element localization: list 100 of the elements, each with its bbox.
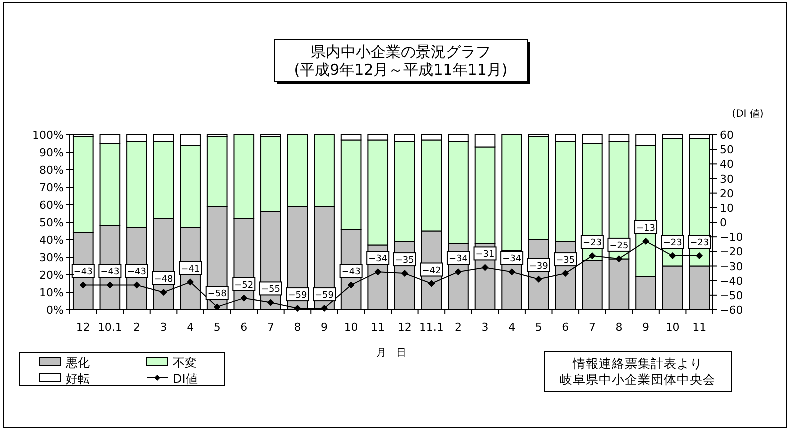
text: 岐阜県中小企業団体中央会 [560, 372, 716, 387]
legend-label: 悪化 [65, 356, 90, 370]
point [348, 282, 355, 289]
y2-tick-label: 10 [720, 202, 734, 215]
data-label: −43 [342, 268, 361, 278]
data-label: −41 [181, 264, 200, 275]
y2-tick-label: 40 [720, 158, 734, 172]
data-label: −34 [448, 254, 468, 265]
point [401, 270, 408, 278]
x-tick-label: 7 [267, 321, 274, 334]
data-label: −23 [582, 238, 602, 249]
x-tick-label: 10 [344, 321, 358, 334]
text: 情報連絡票集計表より [572, 356, 703, 371]
x-tick-label: 8 [294, 321, 302, 334]
x-tick-label: 2 [454, 321, 462, 334]
y2-tick-label: 50 [720, 144, 734, 157]
data-label: −48 [154, 275, 174, 285]
point [508, 268, 516, 276]
x-tick-label: 3 [482, 321, 489, 334]
x-tick-label: 8 [616, 321, 623, 334]
legend-label: 好転 [66, 372, 90, 386]
y2-tick-label: 30 [720, 172, 734, 186]
x-tick-label: 6 [240, 321, 248, 334]
data-label: −59 [315, 291, 334, 302]
x-tick-label: 4 [187, 321, 194, 334]
x-tick-label: 11 [371, 321, 386, 334]
point [133, 282, 140, 289]
point [669, 252, 676, 260]
legend-label: DI値 [173, 372, 198, 386]
point [482, 264, 489, 272]
y2-tick-label: 0 [720, 216, 727, 230]
legend-label: 不変 [173, 356, 197, 370]
y-tick-label: 30% [40, 252, 64, 264]
x-axis-title: 月 日 [376, 348, 406, 359]
data-label: −13 [636, 224, 656, 234]
data-label: −58 [208, 290, 228, 300]
point [187, 278, 194, 286]
point [214, 304, 221, 311]
data-label: −31 [476, 250, 495, 260]
y2-axis-title: (DI 値) [732, 108, 764, 120]
y2-tick-label: −30 [720, 260, 744, 274]
point [535, 276, 542, 283]
y2-tick-label: −40 [720, 274, 744, 288]
point [588, 252, 596, 260]
x-tick-label: 5 [535, 321, 542, 334]
x-tick-label: 11 [692, 321, 707, 334]
x-tick-label: 7 [588, 321, 596, 334]
point [616, 255, 623, 262]
y-tick-label: 10% [40, 286, 64, 300]
point [160, 289, 168, 296]
point [106, 282, 114, 289]
data-label: −59 [288, 291, 308, 302]
data-label: −55 [261, 285, 280, 296]
y-tick-label: 60% [40, 199, 64, 212]
data-label: −23 [690, 238, 710, 249]
point [696, 252, 704, 260]
y2-tick-label: 60 [720, 129, 734, 142]
y2-tick-label: −10 [720, 231, 744, 244]
y-tick-label: 0% [46, 304, 64, 317]
data-label: −52 [234, 280, 254, 291]
y-tick-label: 80% [40, 164, 64, 177]
y-tick-label: 50% [40, 216, 64, 230]
x-tick-label: 4 [508, 321, 516, 334]
point [80, 282, 87, 289]
data-label: −23 [663, 238, 682, 249]
data-label: −43 [127, 268, 146, 278]
x-tick-label: 5 [214, 321, 221, 334]
y2-tick-label: 20 [720, 187, 734, 200]
x-tick-label: 10 [666, 321, 680, 334]
x-tick-label: 2 [133, 321, 140, 334]
x-tick-label: 12 [398, 321, 412, 334]
chart-title: 県内中小企業の景況グラフ (平成9年12月～平成11年11月) [294, 43, 508, 79]
data-label: −35 [395, 256, 414, 266]
point [240, 294, 248, 302]
x-tick-label: 10.1 [98, 321, 122, 334]
data-label: −42 [422, 266, 442, 276]
point [454, 268, 462, 276]
x-tick-label: 6 [562, 321, 570, 334]
x-tick-label: 11.1 [419, 321, 444, 334]
y2-tick-label: −20 [720, 246, 744, 259]
data-label: −34 [502, 254, 522, 265]
point [562, 270, 570, 278]
y2-tick-label: −60 [720, 304, 744, 317]
x-tick-label: 12 [76, 321, 90, 334]
data-label: −35 [556, 256, 576, 266]
x-tick-label: 3 [160, 321, 168, 334]
y2-tick-label: −50 [720, 289, 744, 302]
data-label: −39 [529, 262, 549, 272]
point [642, 238, 650, 245]
point [374, 268, 382, 276]
data-label: −34 [368, 254, 388, 265]
y-tick-label: 70% [40, 182, 64, 194]
x-tick-label: 9 [642, 321, 650, 334]
y-tick-label: 100% [32, 129, 64, 142]
point [267, 299, 274, 306]
y-tick-label: 90% [40, 146, 64, 160]
data-label: −43 [100, 268, 120, 278]
data-label: −43 [74, 268, 93, 278]
x-tick-label: 9 [321, 321, 328, 334]
data-label: −25 [610, 241, 629, 252]
